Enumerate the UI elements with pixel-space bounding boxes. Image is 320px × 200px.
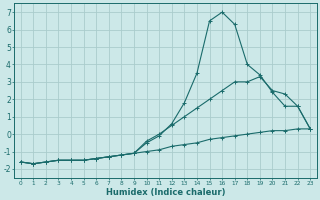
X-axis label: Humidex (Indice chaleur): Humidex (Indice chaleur) [106, 188, 225, 197]
